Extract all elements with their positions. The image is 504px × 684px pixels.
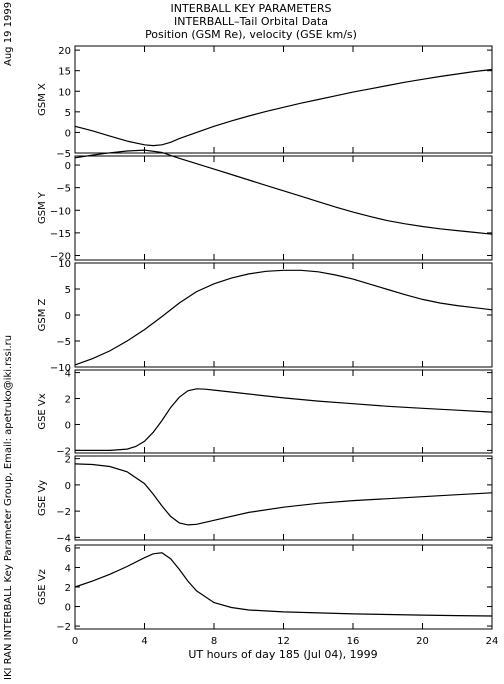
y-tick-label: −2 (56, 507, 71, 518)
x-tick-label: 12 (277, 636, 290, 647)
x-tick-label: 0 (72, 636, 78, 647)
series-line-gse-vx (75, 388, 493, 451)
series-line-gse-vz (74, 552, 493, 617)
x-tick-label: 4 (141, 636, 147, 647)
y-tick-label: 5 (65, 285, 71, 296)
plot-frame (74, 455, 493, 541)
y-tick-label: −5 (56, 149, 71, 160)
y-tick-label: 0 (65, 161, 71, 172)
y-tick-label: −10 (50, 363, 71, 374)
x-tick-label: 16 (347, 636, 360, 647)
y-axis-label: GSE Vz (37, 569, 48, 605)
figure-title-2: INTERBALL–Tail Orbital Data (174, 15, 328, 28)
series-line-gse-vy (74, 463, 493, 526)
y-tick-label: −4 (56, 533, 71, 544)
y-axis-label: GSE Vx (37, 393, 48, 429)
x-tick-label: 20 (416, 636, 429, 647)
plot-frame (74, 155, 493, 261)
y-tick-label: 2 (65, 583, 71, 594)
y-tick-label: −15 (50, 229, 71, 240)
y-tick-label: 20 (58, 46, 71, 57)
y-tick-label: 0 (65, 603, 71, 614)
plot-frame (74, 369, 493, 454)
y-tick-label: −20 (50, 251, 71, 262)
y-tick-label: 2 (65, 395, 71, 406)
series-line-gsm-x (74, 68, 493, 147)
y-tick-label: 15 (58, 67, 71, 78)
y-tick-label: −2 (56, 446, 71, 457)
y-tick-label: 10 (58, 87, 71, 98)
y-tick-label: 0 (65, 420, 71, 431)
plot-frame (74, 262, 493, 368)
y-tick-label: −10 (50, 206, 71, 217)
y-axis-label: GSM X (37, 83, 48, 116)
x-axis-label: UT hours of day 185 (Jul 04), 1999 (188, 648, 377, 661)
y-axis-label: GSM Y (37, 191, 48, 224)
y-tick-label: 6 (65, 544, 71, 555)
side-date: Aug 19 1999 (3, 2, 14, 66)
series-line-gsm-y (74, 149, 493, 235)
panel-gsm-x: −5 0 5 10 15 20 GSM X (37, 45, 493, 160)
y-tick-label: 0 (65, 311, 71, 322)
figure-title-3: Position (GSM Re), velocity (GSE km/s) (145, 28, 357, 41)
panel-gse-vx: −2 0 2 4 GSE Vx (37, 369, 493, 457)
panel-gsm-z: −10 −5 0 5 10 GSM Z (37, 259, 493, 374)
y-tick-label: 2 (65, 455, 71, 466)
y-axis-label: GSE Vy (37, 480, 48, 516)
y-tick-label: −5 (56, 337, 71, 348)
x-tick-label: 24 (486, 636, 499, 647)
panel-gse-vy: −4 −2 0 2 GSE Vy (37, 455, 493, 544)
y-tick-label: 0 (65, 128, 71, 139)
y-tick-label: −5 (56, 184, 71, 195)
plot-frame (74, 544, 493, 630)
figure-title-1: INTERBALL KEY PARAMETERS (171, 2, 332, 15)
x-tick-label: 8 (211, 636, 217, 647)
y-tick-label: 0 (65, 481, 71, 492)
side-credit: IKI RAN INTERBALL Key Parameter Group, E… (3, 335, 14, 680)
y-tick-label: 4 (65, 369, 71, 380)
y-tick-label: 10 (58, 259, 71, 270)
y-tick-label: 4 (65, 563, 71, 574)
y-tick-label: 5 (65, 108, 71, 119)
panel-gse-vz: −2 0 2 4 6 GSE Vz (37, 544, 493, 633)
series-line-gsm-z (74, 269, 493, 366)
y-tick-label: −2 (56, 622, 71, 633)
y-axis-label: GSM Z (37, 298, 48, 331)
plot-frame (74, 45, 493, 154)
